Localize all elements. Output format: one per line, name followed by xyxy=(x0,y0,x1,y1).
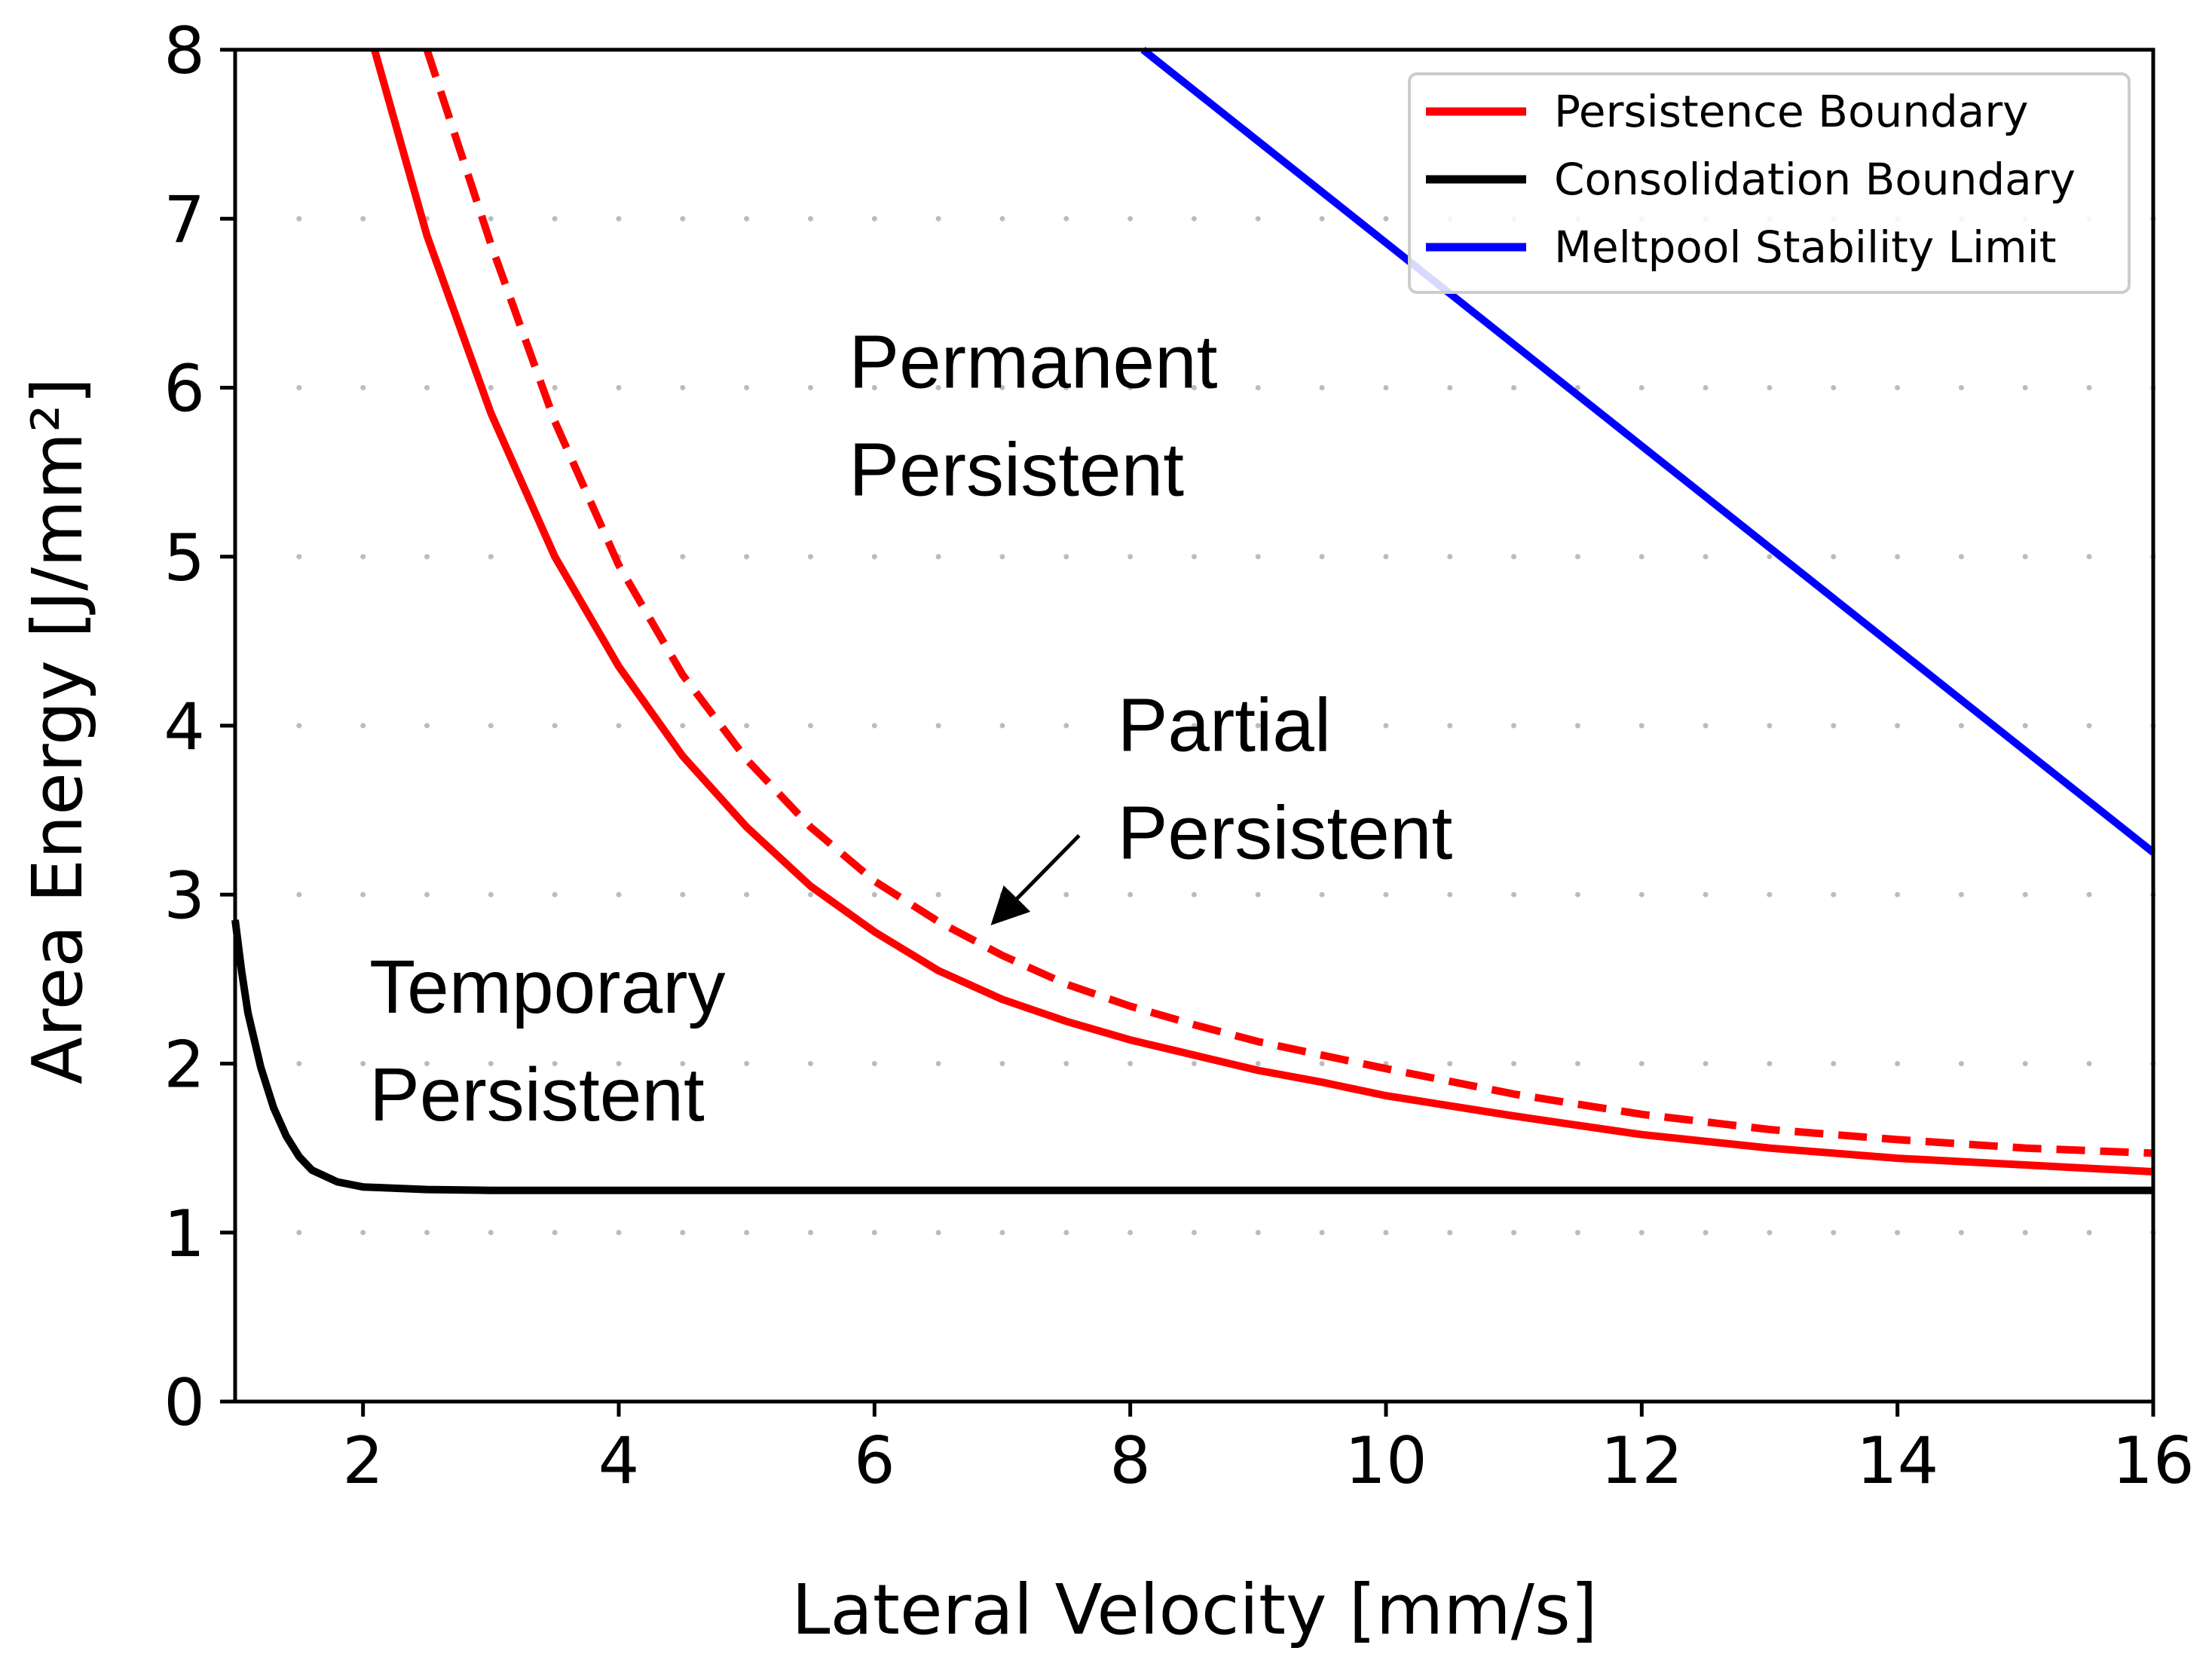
annotation-line: Temporary xyxy=(369,945,725,1029)
y-tick-label: 6 xyxy=(164,352,205,427)
annotation-label-1: Permanent Persistent xyxy=(849,320,1217,512)
legend-label-2: Consolidation Boundary xyxy=(1554,154,2076,205)
series-line-2 xyxy=(423,48,2154,1157)
x-tick-label: 12 xyxy=(1601,1423,1683,1499)
x-tick-label: 8 xyxy=(1109,1423,1151,1499)
x-tick-label: 4 xyxy=(598,1423,640,1499)
series-line-4 xyxy=(1140,47,2156,856)
x-tick-label: 6 xyxy=(854,1423,895,1499)
legend: Persistence Boundary Consolidation Bounda… xyxy=(1408,72,2131,294)
y-tick-label: 2 xyxy=(164,1028,205,1103)
annotation-line: Persistent xyxy=(1118,791,1453,876)
x-axis-title: Lateral Velocity [mm/s] xyxy=(791,1570,1597,1650)
legend-label-1: Persistence Boundary xyxy=(1554,86,2029,137)
x-tick-label: 16 xyxy=(2112,1423,2194,1499)
legend-label-3: Meltpool Stability Limit xyxy=(1554,222,2056,273)
series-line-3 xyxy=(231,919,2153,1194)
series-line-1 xyxy=(371,48,2154,1175)
y-tick-label: 7 xyxy=(164,182,205,258)
annotation-label-2: Partial Persistent xyxy=(1118,683,1453,876)
y-tick-label: 1 xyxy=(164,1197,205,1272)
y-tick-label: 3 xyxy=(164,858,205,934)
y-tick-label: 4 xyxy=(164,689,205,765)
annotation-line: Persistent xyxy=(369,1053,705,1137)
y-tick-label: 5 xyxy=(164,521,205,596)
x-tick-label: 2 xyxy=(342,1423,384,1499)
y-axis-title: Area Energy [J/mm²] xyxy=(17,378,98,1084)
annotation-line: Permanent xyxy=(849,320,1217,405)
x-tick-label: 10 xyxy=(1345,1423,1427,1499)
annotation-line: Partial xyxy=(1118,683,1331,768)
y-tick-label: 8 xyxy=(164,14,205,89)
plot-area xyxy=(231,47,2156,1194)
y-tick-label: 0 xyxy=(164,1365,205,1441)
annotation-label-3: Temporary Persistent xyxy=(369,945,725,1137)
annotation-line: Persistent xyxy=(849,428,1184,512)
annotation-arrow xyxy=(990,834,1081,926)
legend-box xyxy=(1408,72,2131,294)
x-tick-label: 14 xyxy=(1856,1423,1938,1499)
